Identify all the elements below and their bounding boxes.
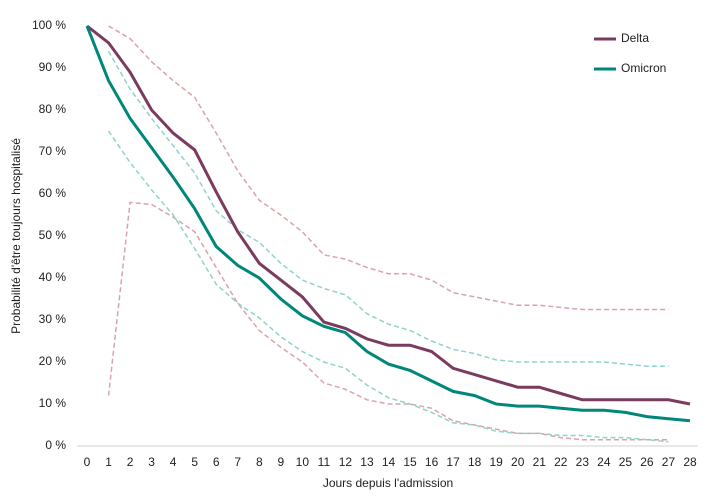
y-tick-label: 60 % — [39, 186, 67, 200]
x-tick-label: 1 — [105, 455, 112, 469]
legend-label: Omicron — [621, 61, 666, 75]
x-tick-label: 8 — [256, 455, 263, 469]
y-tick-label: 0 % — [45, 438, 66, 452]
x-tick-label: 2 — [127, 455, 134, 469]
x-tick-label: 23 — [576, 455, 590, 469]
x-tick-label: 26 — [640, 455, 654, 469]
y-tick-label: 30 % — [39, 312, 67, 326]
y-tick-label: 10 % — [39, 396, 67, 410]
x-tick-label: 20 — [511, 455, 525, 469]
x-tick-label: 6 — [213, 455, 220, 469]
x-axis-title: Jours depuis l'admission — [323, 476, 453, 490]
series-line — [86, 24, 691, 406]
confidence-band — [107, 130, 669, 443]
y-tick-label: 90 % — [39, 60, 67, 74]
x-tick-label: 13 — [360, 455, 374, 469]
confidence-band — [107, 50, 669, 367]
y-tick-label: 50 % — [39, 228, 67, 242]
x-tick-label: 11 — [318, 455, 331, 469]
y-axis-title: Probabilité d'être toujours hospitalisé — [9, 138, 23, 334]
x-tick-label: 14 — [382, 455, 396, 469]
x-tick-label: 10 — [296, 455, 310, 469]
x-tick-label: 4 — [170, 455, 177, 469]
x-tick-label: 0 — [84, 455, 91, 469]
x-tick-label: 16 — [425, 455, 439, 469]
x-tick-label: 28 — [683, 455, 697, 469]
x-tick-label: 24 — [597, 455, 611, 469]
x-tick-label: 7 — [234, 455, 241, 469]
series-line — [85, 25, 691, 423]
x-tick-label: 19 — [489, 455, 503, 469]
x-tick-label: 17 — [446, 455, 460, 469]
y-tick-label: 100 % — [32, 18, 66, 32]
x-tick-label: 15 — [403, 455, 417, 469]
x-tick-label: 18 — [468, 455, 482, 469]
y-tick-label: 80 % — [39, 102, 67, 116]
legend-label: Delta — [621, 31, 649, 45]
x-tick-label: 21 — [533, 455, 547, 469]
y-tick-label: 70 % — [39, 144, 67, 158]
x-tick-label: 27 — [662, 455, 676, 469]
x-tick-label: 9 — [277, 455, 284, 469]
confidence-band — [108, 25, 669, 311]
y-tick-label: 40 % — [39, 270, 67, 284]
x-tick-label: 25 — [619, 455, 633, 469]
confidence-band — [107, 201, 669, 441]
y-tick-label: 20 % — [39, 354, 67, 368]
x-tick-label: 3 — [148, 455, 155, 469]
x-tick-label: 5 — [191, 455, 198, 469]
x-tick-label: 12 — [339, 455, 353, 469]
x-tick-label: 22 — [554, 455, 568, 469]
